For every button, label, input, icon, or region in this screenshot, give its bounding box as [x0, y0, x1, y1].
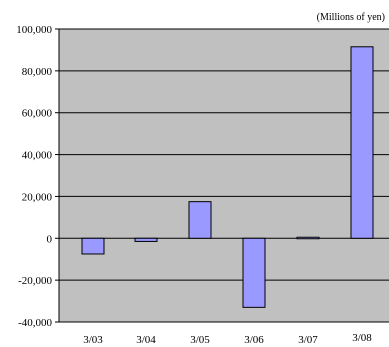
y-tick-label: 60,000 [22, 108, 53, 120]
x-tick-label: 3/03 [83, 334, 103, 346]
y-tick-label: 80,000 [22, 66, 53, 78]
bar-3-06 [242, 237, 266, 308]
x-tick-label: 3/07 [298, 334, 318, 346]
x-axis: 3/03 3/04 3/05 3/06 3/07 3/08 [83, 332, 372, 346]
bar-3-03 [81, 237, 105, 255]
bar-3-08 [350, 46, 374, 239]
gridlines [59, 28, 389, 323]
x-tick-label: 3/05 [190, 334, 210, 346]
y-tick-label: -20,000 [18, 275, 52, 287]
y-tick-label: 0 [47, 233, 53, 245]
unit-label: (Millions of yen) [317, 12, 385, 23]
y-tick-label: 20,000 [22, 191, 53, 203]
y-tick-label: 40,000 [22, 150, 53, 162]
x-tick-label: 3/04 [136, 334, 156, 346]
bar-3-04 [134, 237, 158, 242]
y-axis: 100,000 80,000 60,000 40,000 20,000 0 -20,000 -… [16, 24, 59, 329]
bar-3-07 [296, 236, 320, 240]
plot-area [59, 29, 389, 322]
y-tick-label: 100,000 [16, 24, 52, 36]
x-tick-label: 3/06 [244, 334, 264, 346]
bar-3-05 [188, 201, 212, 239]
bars [81, 46, 374, 308]
x-tick-label: 3/08 [352, 332, 372, 344]
y-tick-label: -40,000 [18, 317, 52, 329]
